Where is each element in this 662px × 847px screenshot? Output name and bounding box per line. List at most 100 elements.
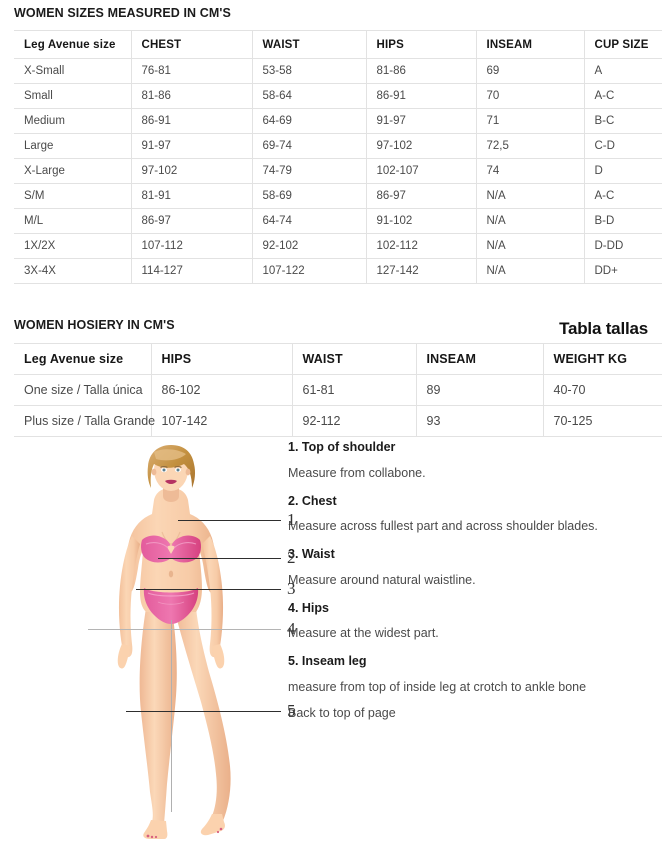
cell-hips: 86-91 xyxy=(366,83,477,109)
cell-size: S/M xyxy=(14,183,132,209)
cell-waist: 107-122 xyxy=(252,258,367,284)
left-arm-shape xyxy=(118,536,140,658)
left-iris xyxy=(162,468,166,472)
section-title-women-sizes: WOMEN SIZES MEASURED IN CM'S xyxy=(14,6,231,20)
cell-cup: A-C xyxy=(584,183,662,209)
cell-inseam: 69 xyxy=(476,58,585,84)
cell-hips: 127-142 xyxy=(366,258,477,284)
cell-cup: A-C xyxy=(584,83,662,109)
left-hand-shape xyxy=(117,644,130,669)
col-header-leg-avenue-size: Leg Avenue size xyxy=(14,343,152,375)
cell-cup: DD+ xyxy=(584,258,662,284)
instruction-heading-5: 5. Inseam leg xyxy=(288,654,367,668)
cell-waist: 58-69 xyxy=(252,183,367,209)
bikini-bottom-waistband xyxy=(147,592,195,597)
table-row: Plus size / Talla Grande 107-142 92-112 … xyxy=(14,405,662,437)
col-header-waist: WAIST xyxy=(292,343,417,375)
back-to-top-link[interactable]: Back to top of page xyxy=(288,705,396,720)
cell-inseam: 74 xyxy=(476,158,585,184)
size-label-en: One size xyxy=(24,383,77,397)
cell-cup: D-DD xyxy=(584,233,662,259)
cell-size: X-Large xyxy=(14,158,132,184)
size-label-es: / Talla única xyxy=(76,383,143,397)
section-title-women-hosiery: WOMEN HOSIERY IN CM'S xyxy=(14,318,175,332)
leader-line-4 xyxy=(88,629,281,630)
cell-hips: 86-97 xyxy=(366,183,477,209)
cell-size: 1X/2X xyxy=(14,233,132,259)
instruction-text-1: Measure from collabone. xyxy=(288,465,426,480)
bikini-top-highlight-right xyxy=(173,542,197,549)
cell-weight: 40-70 xyxy=(543,374,662,406)
instruction-text-2: Measure across fullest part and across s… xyxy=(288,519,598,534)
cell-cup: D xyxy=(584,158,662,184)
col-header-inseam: INSEAM xyxy=(416,343,544,375)
leader-line-3 xyxy=(136,589,281,590)
cell-chest: 97-102 xyxy=(131,158,253,184)
right-ear xyxy=(185,468,191,476)
col-header-cup-size: CUP SIZE xyxy=(584,30,662,59)
left-toe-nail-2 xyxy=(150,835,154,839)
cell-waist: 58-64 xyxy=(252,83,367,109)
table-header-row: Leg Avenue size CHEST WAIST HIPS INSEAM … xyxy=(14,30,662,59)
table-row: X-Small 76-81 53-58 81-86 69 A xyxy=(14,58,662,84)
navel-detail xyxy=(168,570,174,578)
leader-line-2 xyxy=(158,558,281,559)
cell-cup: A xyxy=(584,58,662,84)
measurement-instructions: 1. Top of shoulder Measure from collabon… xyxy=(288,440,662,734)
leader-line-1 xyxy=(178,520,281,521)
cell-chest: 81-86 xyxy=(131,83,253,109)
cell-hips: 91-97 xyxy=(366,108,477,134)
cell-chest: 81-91 xyxy=(131,183,253,209)
left-foot-shape xyxy=(143,820,168,839)
cell-cup: B-C xyxy=(584,108,662,134)
bikini-top-highlight-left xyxy=(145,542,169,549)
instruction-text-5: measure from top of inside leg at crotch… xyxy=(288,679,587,694)
section-title-tabla-tallas: Tabla tallas xyxy=(559,319,648,338)
cell-size: Small xyxy=(14,83,132,109)
right-arm-shape xyxy=(202,536,224,658)
cell-size: M/L xyxy=(14,208,132,234)
left-toe-nail xyxy=(146,834,150,838)
cell-inseam: N/A xyxy=(476,258,585,284)
cell-waist: 69-74 xyxy=(252,133,367,159)
table-row: One size / Talla única 86-102 61-81 89 4… xyxy=(14,374,662,406)
instruction-heading-4: 4. Hips xyxy=(288,600,329,615)
right-leg-shape xyxy=(174,608,231,821)
cell-chest: 86-97 xyxy=(131,208,253,234)
cell-cup: B-D xyxy=(584,208,662,234)
cell-hips: 91-102 xyxy=(366,208,477,234)
instruction-text-3: Measure around natural waistline. xyxy=(288,572,476,587)
right-foot-shape xyxy=(200,814,225,836)
table-row: 1X/2X 107-112 92-102 102-112 N/A D-DD xyxy=(14,233,662,259)
left-toe-nail-3 xyxy=(154,835,158,839)
cell-size: X-Small xyxy=(14,58,132,84)
instruction-text-4: Measure at the widest part. xyxy=(288,626,439,641)
cell-chest: 114-127 xyxy=(131,258,253,284)
table-row: Large 91-97 69-74 97-102 72,5 C-D xyxy=(14,133,662,159)
cell-size: Medium xyxy=(14,108,132,134)
cell-waist: 74-79 xyxy=(252,158,367,184)
right-iris xyxy=(176,468,180,472)
cell-chest: 107-112 xyxy=(131,233,253,259)
cell-size: Plus size / Talla Grande xyxy=(14,405,155,437)
right-eyebrow xyxy=(174,466,182,469)
leader-number-5: 5 xyxy=(287,701,296,720)
table-row: Small 81-86 58-64 86-91 70 A-C xyxy=(14,83,662,109)
right-toe-nail-2 xyxy=(216,830,220,834)
cell-waist: 92-112 xyxy=(292,405,417,437)
col-header-inseam: INSEAM xyxy=(476,30,585,59)
leader-number-3: 3 xyxy=(287,579,296,598)
right-hand-shape xyxy=(212,644,225,669)
cell-size: One size / Talla única xyxy=(14,374,152,406)
col-header-leg-avenue-size: Leg Avenue size xyxy=(14,30,132,59)
body-measurement-figure: 1 2 3 4 5 xyxy=(66,440,296,840)
cell-size: Large xyxy=(14,133,132,159)
inseam-vertical-guide-line xyxy=(171,620,172,812)
cell-waist: 92-102 xyxy=(252,233,367,259)
instruction-heading-3: 3. Waist xyxy=(288,547,335,561)
cell-hips: 102-107 xyxy=(366,158,477,184)
women-sizes-table: Leg Avenue size CHEST WAIST HIPS INSEAM … xyxy=(14,30,662,284)
table-row: S/M 81-91 58-69 86-97 N/A A-C xyxy=(14,183,662,209)
cell-cup: C-D xyxy=(584,133,662,159)
col-header-hips: HIPS xyxy=(366,30,477,59)
